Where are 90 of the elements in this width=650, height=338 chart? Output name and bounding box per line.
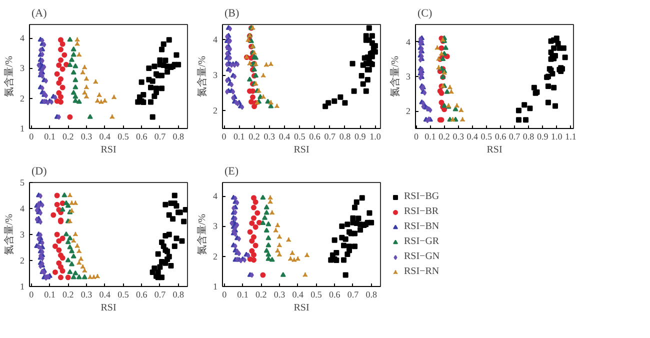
y-tick-label: 2 bbox=[406, 106, 410, 116]
x-tick-label: 0.1 bbox=[234, 132, 245, 142]
legend-label: RSI−GR bbox=[404, 236, 440, 247]
x-tick-label: 0.9 bbox=[354, 132, 366, 142]
y-axis-title: 氮含量/% bbox=[389, 56, 401, 98]
y-tick-label: 3 bbox=[213, 70, 218, 80]
y-tick-label: 1 bbox=[20, 124, 24, 134]
x-tick-label: 0.7 bbox=[324, 132, 336, 142]
y-tick-label: 1 bbox=[213, 282, 218, 292]
y-tick-label: 4 bbox=[213, 191, 218, 202]
y-axis-title: 氮含量/% bbox=[196, 214, 208, 256]
x-tick-label: 0 bbox=[29, 132, 34, 142]
x-tick-label: 0.2 bbox=[62, 290, 74, 300]
y-tick-label: 2 bbox=[213, 251, 218, 262]
x-tick-label: 0.6 bbox=[494, 132, 507, 142]
x-tick-label: 0.8 bbox=[172, 132, 184, 142]
x-axis-title: RSI bbox=[100, 302, 116, 314]
x-tick-label: 0.1 bbox=[44, 132, 56, 142]
x-tick-label: 0.2 bbox=[248, 132, 260, 142]
y-tick-label: 3 bbox=[20, 63, 25, 74]
x-tick-label: 0.4 bbox=[99, 290, 111, 300]
x-tick-label: 0 bbox=[414, 132, 419, 142]
legend-label: RSI−RN bbox=[404, 266, 440, 277]
x-tick-label: 0.3 bbox=[80, 290, 93, 300]
x-tick-label: 0.5 bbox=[118, 132, 130, 142]
x-axis-title: RSI bbox=[294, 144, 310, 156]
y-tick-label: 3 bbox=[20, 230, 25, 240]
x-tick-label: 0.4 bbox=[292, 290, 304, 300]
y-tick-label: 1 bbox=[20, 282, 24, 292]
x-tick-label: 0 bbox=[222, 132, 227, 142]
x-axis-title: RSI bbox=[100, 144, 116, 156]
x-tick-label: 0.1 bbox=[424, 132, 436, 142]
legend-label: RSI−GN bbox=[404, 251, 440, 262]
legend-label: RSI−BN bbox=[404, 221, 440, 232]
x-tick-label: 0.8 bbox=[522, 132, 535, 142]
x-tick-label: 0.5 bbox=[480, 132, 493, 142]
x-tick-label: 0.3 bbox=[80, 132, 93, 142]
x-tick-label: 0.7 bbox=[154, 132, 166, 142]
y-axis-title: 氮含量/% bbox=[196, 56, 208, 98]
x-tick-label: 0.8 bbox=[339, 132, 352, 142]
x-tick-label: 0.4 bbox=[278, 132, 291, 142]
y-axis-title: 氮含量/% bbox=[3, 56, 15, 98]
x-tick-label: 1.0 bbox=[370, 132, 382, 142]
x-tick-label: 0.4 bbox=[99, 132, 111, 142]
y-tick-label: 2 bbox=[20, 93, 24, 104]
x-tick-label: 0.2 bbox=[438, 132, 450, 142]
x-axis-title: RSI bbox=[486, 144, 502, 156]
y-tick-label: 4 bbox=[406, 36, 411, 47]
y-tick-label: 4 bbox=[213, 34, 218, 44]
x-tick-label: 0.2 bbox=[62, 132, 74, 142]
y-tick-label: 4 bbox=[20, 204, 25, 214]
chart-title: (D) bbox=[32, 166, 48, 178]
x-tick-label: 0 bbox=[222, 290, 228, 300]
x-tick-label: 0 bbox=[29, 290, 34, 300]
y-tick-label: 2 bbox=[213, 106, 218, 116]
x-tick-label: 0.5 bbox=[294, 132, 306, 142]
y-tick-label: 3 bbox=[213, 221, 218, 232]
x-tick-label: 0.4 bbox=[466, 132, 479, 142]
x-axis-title: RSI bbox=[294, 302, 310, 314]
legend-label: RSI−BG bbox=[404, 191, 440, 202]
chart-title: (B) bbox=[224, 8, 240, 20]
x-tick-label: 0.3 bbox=[274, 290, 286, 300]
x-tick-label: 0.6 bbox=[328, 290, 341, 300]
x-tick-label: 0.1 bbox=[237, 290, 248, 300]
y-tick-label: 2 bbox=[20, 256, 24, 266]
x-tick-label: 1.0 bbox=[551, 132, 563, 142]
x-tick-label: 0.5 bbox=[310, 290, 322, 300]
x-tick-label: 0.3 bbox=[264, 132, 276, 142]
x-tick-label: 0.3 bbox=[452, 132, 464, 142]
x-tick-label: 0.5 bbox=[118, 290, 130, 300]
x-tick-label: 0.1 bbox=[44, 290, 56, 300]
legend-label: RSI−BR bbox=[404, 206, 439, 217]
x-tick-label: 0.9 bbox=[536, 132, 549, 142]
chart-title: (C) bbox=[418, 8, 432, 20]
x-tick-label: 0.8 bbox=[366, 290, 378, 300]
x-tick-label: 0.7 bbox=[347, 290, 360, 300]
x-tick-label: 0.6 bbox=[136, 132, 148, 142]
y-axis-title: 氮含量/% bbox=[3, 214, 15, 256]
x-tick-label: 1.1 bbox=[565, 132, 576, 142]
x-tick-label: 0.6 bbox=[309, 132, 321, 142]
x-tick-label: 0.8 bbox=[172, 290, 184, 300]
y-tick-label: 5 bbox=[20, 178, 25, 188]
chart-title: (E) bbox=[224, 166, 239, 178]
y-tick-label: 4 bbox=[20, 33, 25, 44]
x-tick-label: 0.2 bbox=[255, 290, 267, 300]
chart-title: (A) bbox=[32, 8, 48, 20]
y-tick-label: 3 bbox=[406, 72, 411, 82]
x-tick-label: 0.6 bbox=[136, 290, 148, 300]
x-tick-label: 0.7 bbox=[508, 132, 521, 142]
x-tick-label: 0.7 bbox=[154, 290, 166, 300]
